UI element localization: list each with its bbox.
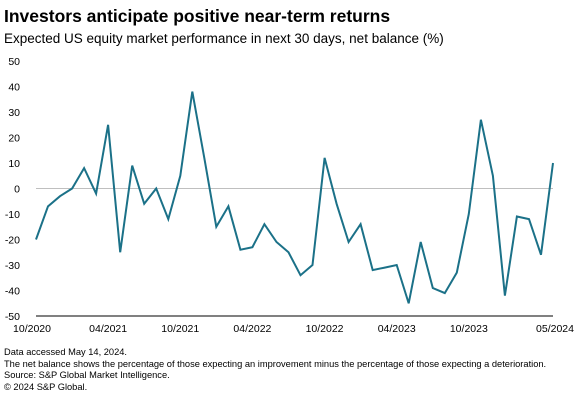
data-point: [239, 249, 241, 251]
data-point: [336, 203, 338, 205]
data-point: [203, 157, 205, 159]
data-point: [251, 246, 253, 248]
data-point: [119, 251, 121, 253]
data-point: [432, 287, 434, 289]
y-tick-label: 0: [14, 184, 20, 196]
data-point: [47, 205, 49, 207]
data-point: [420, 241, 422, 243]
x-tick-label: 10/2023: [450, 323, 488, 335]
data-point: [516, 216, 518, 218]
x-tick-label: 04/2021: [89, 323, 127, 335]
chart-subtitle: Expected US equity market performance in…: [4, 31, 444, 46]
chart-footer: Data accessed May 14, 2024. The net bala…: [4, 347, 564, 393]
x-tick-label: 10/2021: [161, 323, 199, 335]
x-tick-label: 10/2022: [306, 323, 344, 335]
data-point: [179, 175, 181, 177]
footer-copyright: © 2024 S&P Global.: [4, 381, 88, 392]
x-axis-ticks: 10/2020 04/2021 10/2021 04/2022 10/2022 04/20…: [13, 323, 574, 335]
y-tick-label: 30: [8, 107, 20, 119]
data-point: [360, 223, 362, 225]
data-point: [468, 213, 470, 215]
data-point: [275, 241, 277, 243]
data-point: [95, 193, 97, 195]
data-point: [552, 162, 554, 164]
footer-source: Source: S&P Global Market Intelligence.: [4, 370, 170, 380]
footer-data-accessed: Data accessed May 14, 2024.: [4, 347, 127, 357]
y-tick-label: 40: [8, 82, 20, 94]
data-point: [191, 91, 193, 93]
x-tick-label: 05/2024: [536, 323, 574, 335]
data-point: [131, 165, 133, 167]
data-point: [312, 264, 314, 266]
chart-title: Investors anticipate positive near-term …: [4, 6, 391, 26]
y-tick-label: -20: [5, 235, 20, 247]
data-point: [227, 205, 229, 207]
y-tick-label: -10: [5, 209, 20, 221]
y-tick-label: 20: [8, 133, 20, 145]
y-tick-label: -40: [5, 286, 20, 298]
data-point: [143, 203, 145, 205]
x-tick-label: 04/2023: [378, 323, 416, 335]
data-point: [324, 157, 326, 159]
data-point: [107, 124, 109, 126]
y-axis-ticks: 50 40 30 20 10 0 -10 -20 -30 -40 -50: [5, 56, 20, 323]
data-point: [59, 195, 61, 197]
x-tick-label: 10/2020: [13, 323, 51, 335]
data-point: [155, 188, 157, 190]
data-point: [300, 274, 302, 276]
series-line: [35, 91, 554, 304]
data-point: [167, 218, 169, 220]
data-point: [396, 264, 398, 266]
data-point: [263, 223, 265, 225]
data-point: [540, 254, 542, 256]
data-point: [83, 167, 85, 169]
data-point: [71, 188, 73, 190]
data-point: [287, 251, 289, 253]
data-point: [348, 241, 350, 243]
line-chart: 50 40 30 20 10 0 -10 -20 -30 -40 -50 10/2020 04/202…: [5, 56, 574, 335]
data-point: [492, 175, 494, 177]
footer-note: The net balance shows the percentage of …: [4, 358, 547, 369]
data-point: [480, 119, 482, 121]
y-tick-label: -50: [5, 311, 20, 323]
data-point: [35, 239, 37, 241]
y-tick-label: 10: [8, 158, 20, 170]
data-point: [372, 269, 374, 271]
data-points: [35, 91, 554, 305]
data-point: [504, 295, 506, 297]
x-tick-label: 04/2022: [233, 323, 271, 335]
data-point: [444, 292, 446, 294]
y-tick-label: -30: [5, 260, 20, 272]
data-point: [528, 218, 530, 220]
data-point: [456, 272, 458, 274]
data-point: [384, 267, 386, 269]
data-point: [215, 226, 217, 228]
y-tick-label: 50: [8, 56, 20, 68]
data-point: [408, 302, 410, 304]
